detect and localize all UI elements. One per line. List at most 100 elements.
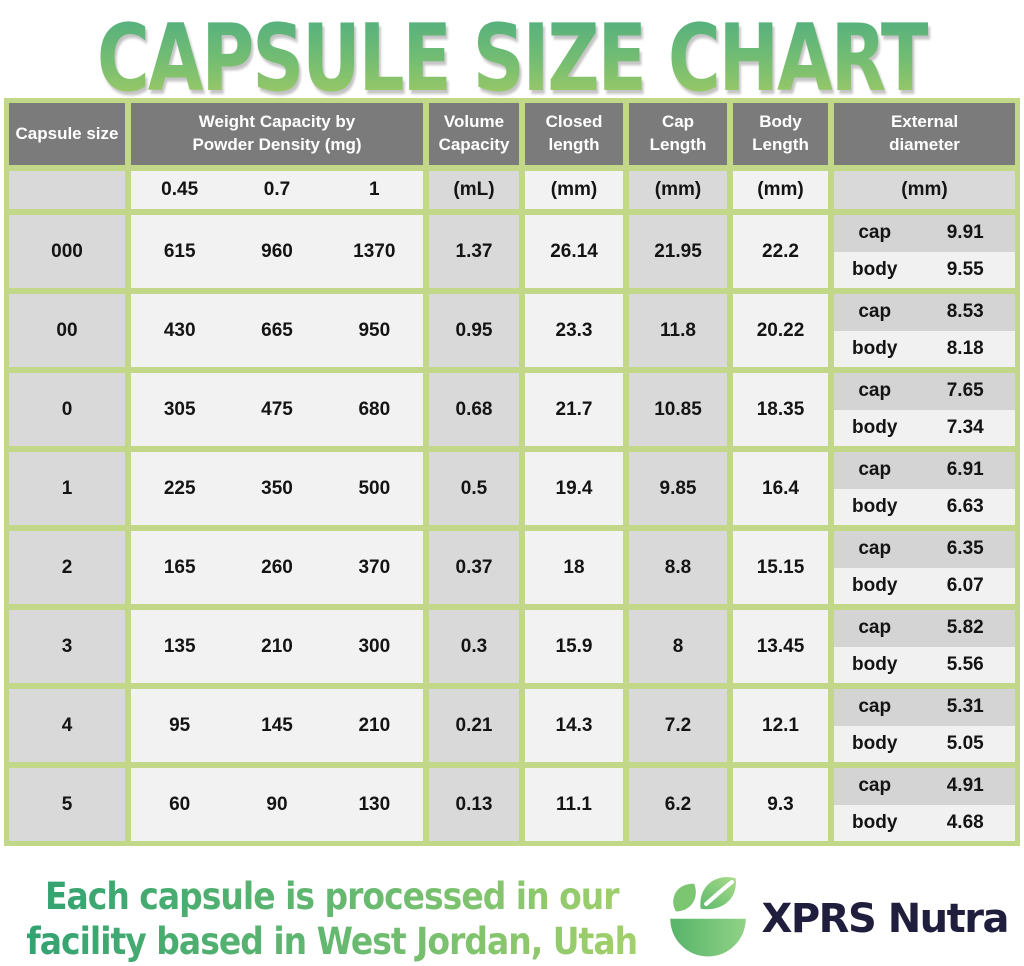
weight-1-value: 130 <box>358 793 391 815</box>
weight-1-value: 370 <box>358 556 391 578</box>
ext-cap-value: 5.82 <box>946 617 984 639</box>
weight-07-value: 665 <box>261 319 293 341</box>
table-row: 3 135 210 300 0.3 15.9 8 13.45 cap 5.82 … <box>9 610 1015 683</box>
body-length-cell: 15.15 <box>733 531 828 604</box>
body-length-cell: 18.35 <box>733 373 828 446</box>
volume-cell: 0.3 <box>429 610 519 683</box>
external-diameter-cell: cap 5.31 body 5.05 <box>834 689 1015 762</box>
table-row: 5 60 90 130 0.13 11.1 6.2 9.3 cap 4.91 b… <box>9 768 1015 841</box>
ext-cap-label: cap <box>858 696 892 718</box>
weight-capacity-cell: 225 350 500 <box>131 452 423 525</box>
units-empty-cell <box>9 171 125 209</box>
ext-cap-label: cap <box>858 380 892 402</box>
external-body-row: body 5.56 <box>834 646 1015 683</box>
weight-045-value: 135 <box>163 635 196 657</box>
capsule-size-cell: 00 <box>9 294 125 367</box>
external-cap-row: cap 6.91 <box>834 452 1015 489</box>
volume-cell: 0.13 <box>429 768 519 841</box>
ext-cap-value: 8.53 <box>946 301 984 323</box>
capsule-size-table: Capsule size Weight Capacity by Powder D… <box>4 98 1020 846</box>
weight-capacity-cell: 305 475 680 <box>131 373 423 446</box>
header-capsule-size: Capsule size <box>9 103 125 165</box>
ext-body-value: 9.55 <box>946 258 984 280</box>
ext-cap-value: 5.31 <box>946 696 984 718</box>
cap-length-cell: 7.2 <box>629 689 727 762</box>
brand-logo: XPRS Nutra <box>662 870 1010 966</box>
external-cap-row: cap 5.82 <box>834 610 1015 647</box>
volume-cell: 0.21 <box>429 689 519 762</box>
ext-body-label: body <box>852 495 898 517</box>
ext-cap-value: 6.91 <box>946 459 984 481</box>
table-row: 2 165 260 370 0.37 18 8.8 15.15 cap 6.35… <box>9 531 1015 604</box>
density-1-label: 1 <box>369 179 380 200</box>
cap-length-cell: 9.85 <box>629 452 727 525</box>
units-volume: (mL) <box>429 171 519 209</box>
ext-cap-value: 7.65 <box>946 380 984 402</box>
external-body-row: body 5.05 <box>834 725 1015 762</box>
body-length-cell: 20.22 <box>733 294 828 367</box>
ext-body-value: 6.63 <box>946 495 984 517</box>
cap-length-cell: 8.8 <box>629 531 727 604</box>
weight-045-value: 225 <box>163 477 196 499</box>
units-external: (mm) <box>834 171 1015 209</box>
external-cap-row: cap 6.35 <box>834 531 1015 568</box>
ext-body-value: 5.05 <box>946 732 984 754</box>
ext-body-label: body <box>852 258 898 280</box>
cap-length-cell: 10.85 <box>629 373 727 446</box>
footer-tagline: Each capsule is processed in our facilit… <box>16 874 648 963</box>
weight-07-value: 960 <box>261 240 293 262</box>
ext-cap-label: cap <box>858 617 892 639</box>
header-closed-length: Closed length <box>525 103 623 165</box>
header-cap-length: Cap Length <box>629 103 727 165</box>
body-length-cell: 9.3 <box>733 768 828 841</box>
weight-1-value: 680 <box>358 398 391 420</box>
external-diameter-cell: cap 6.91 body 6.63 <box>834 452 1015 525</box>
external-cap-row: cap 9.91 <box>834 215 1015 252</box>
weight-capacity-cell: 165 260 370 <box>131 531 423 604</box>
cap-length-cell: 8 <box>629 610 727 683</box>
units-closed: (mm) <box>525 171 623 209</box>
units-cap: (mm) <box>629 171 727 209</box>
weight-07-value: 145 <box>261 714 293 736</box>
weight-045-value: 430 <box>163 319 196 341</box>
external-diameter-cell: cap 9.91 body 9.55 <box>834 215 1015 288</box>
ext-body-value: 6.07 <box>946 574 984 596</box>
capsule-size-cell: 0 <box>9 373 125 446</box>
ext-cap-label: cap <box>858 775 892 797</box>
ext-body-label: body <box>852 811 898 833</box>
external-cap-row: cap 7.65 <box>834 373 1015 410</box>
weight-capacity-cell: 615 960 1370 <box>131 215 423 288</box>
mortar-leaf-icon <box>662 870 754 966</box>
weight-07-value: 90 <box>266 793 288 815</box>
weight-1-value: 500 <box>358 477 391 499</box>
external-body-row: body 4.68 <box>834 804 1015 841</box>
closed-length-cell: 14.3 <box>525 689 623 762</box>
header-external-diameter: External diameter <box>834 103 1015 165</box>
header-weight-capacity: Weight Capacity by Powder Density (mg) <box>131 103 423 165</box>
footer-tagline-line2: facility based in West Jordan, Utah <box>26 918 638 963</box>
external-cap-row: cap 8.53 <box>834 294 1015 331</box>
page-title: CAPSULE SIZE CHART <box>96 4 929 113</box>
units-body: (mm) <box>733 171 828 209</box>
capsule-size-cell: 1 <box>9 452 125 525</box>
external-body-row: body 6.63 <box>834 488 1015 525</box>
weight-1-value: 950 <box>358 319 391 341</box>
external-body-row: body 6.07 <box>834 567 1015 604</box>
density-07-label: 0.7 <box>263 179 291 200</box>
cap-length-cell: 21.95 <box>629 215 727 288</box>
capsule-size-cell: 3 <box>9 610 125 683</box>
weight-07-value: 350 <box>261 477 293 499</box>
table-row: 1 225 350 500 0.5 19.4 9.85 16.4 cap 6.9… <box>9 452 1015 525</box>
body-length-cell: 12.1 <box>733 689 828 762</box>
external-diameter-cell: cap 8.53 body 8.18 <box>834 294 1015 367</box>
ext-body-value: 7.34 <box>946 416 984 438</box>
closed-length-cell: 11.1 <box>525 768 623 841</box>
header-body-length: Body Length <box>733 103 828 165</box>
external-cap-row: cap 4.91 <box>834 768 1015 805</box>
weight-capacity-cell: 60 90 130 <box>131 768 423 841</box>
ext-cap-label: cap <box>858 459 892 481</box>
density-045-label: 0.45 <box>161 179 199 200</box>
volume-cell: 1.37 <box>429 215 519 288</box>
title-bar: CAPSULE SIZE CHART <box>0 0 1024 112</box>
